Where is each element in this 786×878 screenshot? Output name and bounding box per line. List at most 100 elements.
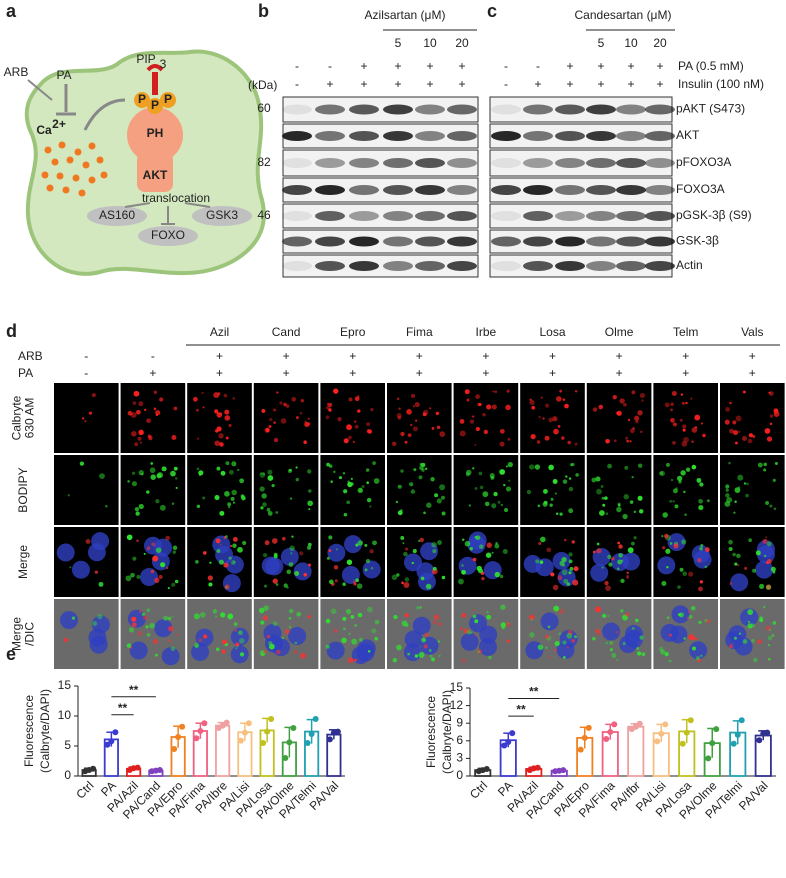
nucleus — [56, 543, 75, 562]
signal — [273, 421, 276, 424]
signal — [224, 415, 231, 421]
signal — [769, 504, 773, 508]
signal — [151, 542, 156, 547]
signal — [468, 504, 471, 507]
signal — [639, 392, 646, 399]
signal — [230, 545, 233, 548]
sign: + — [597, 77, 604, 91]
signal — [742, 436, 747, 442]
signal — [626, 576, 629, 580]
signal — [281, 637, 285, 640]
signal — [223, 562, 229, 568]
signal — [279, 401, 283, 405]
signal — [263, 584, 267, 588]
row-label: BODIPY — [16, 467, 30, 512]
signal — [732, 552, 736, 557]
signal — [540, 396, 544, 399]
node — [192, 206, 252, 226]
signal — [412, 426, 418, 432]
signal — [573, 566, 579, 572]
signal — [668, 659, 672, 663]
signal — [474, 443, 477, 446]
signal — [325, 644, 330, 649]
band — [555, 158, 585, 168]
y-tick-label: 6 — [456, 733, 463, 747]
signal — [549, 503, 553, 507]
dose-label: 10 — [423, 36, 437, 50]
signal — [596, 488, 602, 495]
band — [315, 185, 345, 195]
node — [87, 206, 147, 226]
signal — [536, 440, 541, 444]
signal — [629, 500, 634, 504]
band — [383, 158, 413, 168]
nucleus — [468, 531, 487, 550]
signal — [639, 635, 644, 640]
signal — [423, 511, 426, 515]
nucleus — [412, 616, 431, 635]
signal — [530, 434, 536, 440]
signal — [361, 485, 365, 489]
signal — [410, 423, 413, 427]
signal — [367, 429, 372, 434]
signal — [201, 391, 204, 395]
signal — [474, 619, 479, 624]
signal — [131, 481, 137, 487]
data-point — [308, 731, 315, 737]
signal — [619, 398, 625, 404]
signal — [171, 615, 174, 618]
micrograph — [320, 383, 385, 453]
signal — [499, 574, 504, 579]
data-point — [237, 737, 244, 744]
signal — [130, 572, 135, 578]
signal — [611, 557, 615, 561]
signal — [495, 541, 498, 545]
signal — [148, 435, 153, 441]
signal — [196, 504, 201, 509]
signal — [150, 462, 154, 465]
signal — [563, 578, 569, 584]
signal — [220, 612, 226, 618]
signal — [374, 619, 380, 625]
signal — [275, 649, 281, 655]
signal — [483, 429, 489, 435]
signal — [232, 501, 236, 504]
signal — [478, 544, 484, 549]
signal — [424, 467, 428, 471]
sign: + — [216, 349, 223, 363]
band — [645, 104, 675, 115]
signal — [71, 616, 76, 620]
signal — [538, 541, 542, 546]
y-axis-label: Fluorescence — [22, 695, 36, 767]
band — [523, 236, 553, 247]
nucleus — [129, 641, 148, 660]
band — [586, 236, 616, 247]
signal — [146, 418, 151, 424]
nucleus — [327, 543, 346, 562]
nucleus — [619, 635, 638, 654]
sign: + — [627, 77, 634, 91]
data-point — [175, 734, 182, 740]
signal — [599, 510, 605, 516]
signal — [172, 550, 177, 554]
signal — [328, 579, 334, 585]
signal — [404, 547, 409, 551]
signal — [602, 613, 607, 618]
signal — [638, 509, 644, 514]
band — [555, 185, 585, 195]
signal — [67, 494, 70, 497]
signal — [263, 650, 267, 654]
signal — [499, 441, 505, 447]
micrograph — [54, 383, 119, 453]
signal — [695, 655, 701, 661]
signal — [767, 643, 771, 647]
signal — [423, 644, 428, 649]
signal — [146, 608, 151, 613]
signal — [369, 549, 374, 554]
sign: + — [149, 366, 156, 380]
signal — [260, 472, 263, 475]
signal — [567, 440, 572, 445]
signal — [267, 469, 273, 475]
signal — [700, 422, 703, 425]
signal — [572, 579, 579, 586]
